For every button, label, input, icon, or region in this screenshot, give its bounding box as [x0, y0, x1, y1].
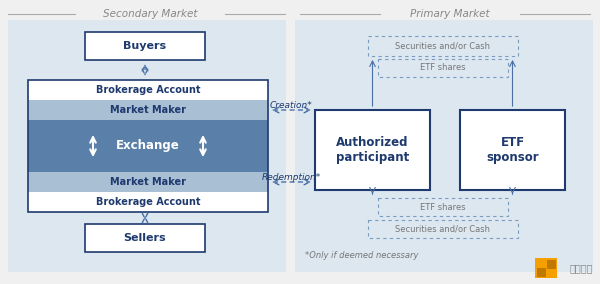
Bar: [28, 80, 268, 100]
Bar: [85, 32, 205, 60]
Text: Primary Market: Primary Market: [410, 9, 490, 19]
Text: Brokerage Account: Brokerage Account: [96, 197, 200, 207]
Bar: [85, 224, 205, 252]
Bar: [8, 20, 286, 272]
Text: ETF
sponsor: ETF sponsor: [486, 136, 539, 164]
Bar: [537, 268, 546, 277]
Bar: [547, 260, 556, 269]
Bar: [315, 110, 430, 190]
Text: *Only if deemed necessary: *Only if deemed necessary: [305, 250, 419, 260]
Text: Redemption*: Redemption*: [262, 174, 321, 183]
Text: ETF shares: ETF shares: [419, 64, 466, 72]
Bar: [535, 258, 557, 278]
Bar: [460, 110, 565, 190]
Bar: [367, 220, 517, 238]
Bar: [28, 192, 268, 212]
Bar: [377, 59, 508, 77]
Bar: [28, 172, 268, 192]
Text: Secondary Market: Secondary Market: [103, 9, 197, 19]
Text: 金色财经: 金色财经: [570, 263, 593, 273]
Bar: [28, 80, 268, 212]
Text: Market Maker: Market Maker: [110, 177, 186, 187]
Bar: [367, 36, 517, 56]
Text: Buyers: Buyers: [124, 41, 167, 51]
Text: Brokerage Account: Brokerage Account: [96, 85, 200, 95]
Text: Market Maker: Market Maker: [110, 105, 186, 115]
Text: Securities and/or Cash: Securities and/or Cash: [395, 41, 490, 51]
Bar: [28, 100, 268, 120]
Bar: [28, 120, 268, 172]
Bar: [295, 20, 593, 272]
Text: Exchange: Exchange: [116, 139, 180, 153]
Text: ETF shares: ETF shares: [419, 202, 466, 212]
Text: Authorized
participant: Authorized participant: [336, 136, 409, 164]
Text: Sellers: Sellers: [124, 233, 166, 243]
Text: Securities and/or Cash: Securities and/or Cash: [395, 224, 490, 233]
Text: Creation*: Creation*: [270, 101, 313, 110]
Bar: [377, 198, 508, 216]
